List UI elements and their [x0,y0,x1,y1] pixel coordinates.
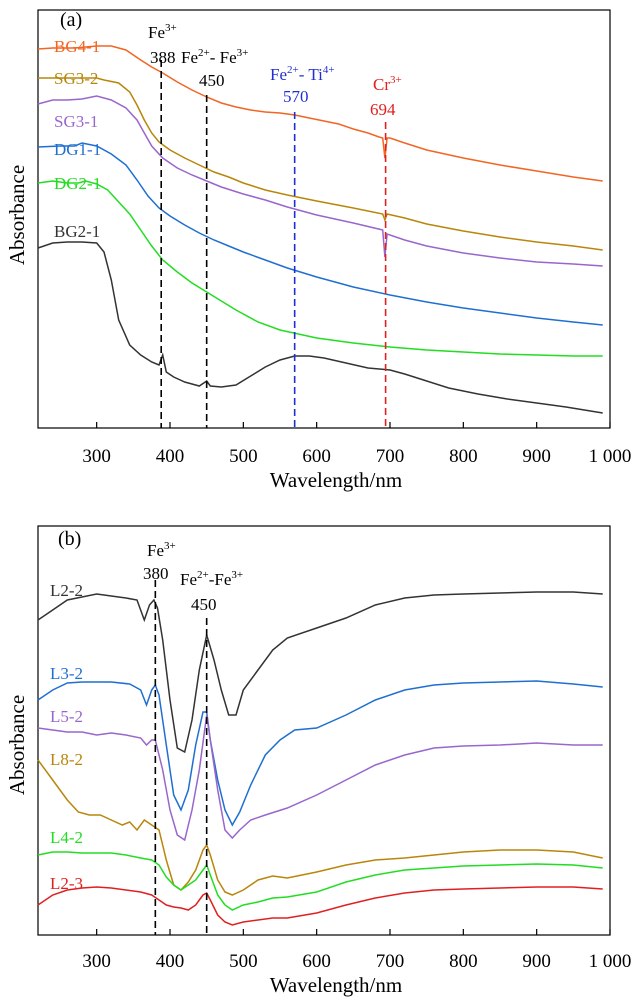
marker-ion-570: Fe2+- Ti4+ [270,64,335,84]
series-label-bg4-1: BG4-1 [54,37,100,56]
marker-number-380: 380 [143,564,169,583]
panel-a-plot-frame [37,9,611,429]
panel-b-ticklabel-300: 300 [82,951,111,972]
panel-a-xlabel: Wavelength/nm [270,468,402,492]
panel-b-ticklabel-1000: 1 000 [589,951,632,972]
panel-a: (a) Absorbance Wavelength/nm 300 400 500… [5,9,631,492]
panel-a-series-labels: BG4-1 SG3-2 SG3-1 DG1-1 DG2-1 BG2-1 [54,37,101,241]
curve-l2-3 [37,886,603,926]
marker-number-388: 388 [150,48,176,67]
panel-b-ticklabel-800: 800 [449,951,478,972]
series-label-l8-2: L8-2 [50,750,83,769]
panel-b-markers: Fe3+ 380 Fe2+-Fe3+ 450 [143,540,243,935]
series-label-l5-2: L5-2 [50,707,83,726]
curve-sg3-2 [38,77,603,251]
marker-ion-388: Fe3+ [148,22,177,42]
panel-b-ylabel: Absorbance [5,695,29,795]
series-label-dg1-1: DG1-1 [54,140,101,159]
series-label-sg3-2: SG3-2 [54,69,98,88]
panel-b-plot-frame [37,525,611,936]
panel-a-ticklabel-1000: 1 000 [589,446,632,467]
curve-l3-2 [37,680,603,827]
panel-b-ticklabel-400: 400 [156,951,185,972]
panel-b-curves [37,591,603,926]
series-label-bg2-1: BG2-1 [54,222,100,241]
panel-a-ylabel: Absorbance [5,165,29,265]
marker-number-450b: 450 [191,595,217,614]
marker-ion-694: Cr3+ [373,74,402,94]
panel-a-ticklabel-400: 400 [156,446,185,467]
series-label-dg2-1: DG2-1 [54,174,101,193]
panel-a-xaxis: 300 400 500 600 700 800 900 1 000 [82,422,631,467]
marker-number-450: 450 [199,71,225,90]
curve-l5-2 [37,714,603,842]
panel-b-ticklabel-700: 700 [376,951,405,972]
curve-dg2-1 [37,180,603,357]
curve-sg3-1 [37,95,603,267]
curve-l8-2 [37,759,603,896]
panel-b-ticklabel-600: 600 [302,951,331,972]
curve-l2-2 [37,591,603,754]
marker-number-694: 694 [370,100,396,119]
panel-b-ticklabel-500: 500 [229,951,258,972]
panel-a-label: (a) [60,9,82,31]
panel-a-curves [37,45,603,414]
curve-bg2-1 [37,241,603,414]
curve-l4-2 [37,851,603,911]
curve-dg1-1 [37,142,603,326]
panel-b-series-labels: L2-2 L3-2 L5-2 L8-2 L4-2 L2-3 [50,581,83,893]
series-label-sg3-1: SG3-1 [54,112,98,131]
panel-a-markers: Fe3+ 388 Fe2+- Fe3+ 450 Fe2+- Ti4+ 570 C… [148,22,402,428]
panel-b: (b) Absorbance Wavelength/nm 300 400 500… [5,525,631,997]
series-label-l3-2: L3-2 [50,664,83,683]
panel-a-ticklabel-700: 700 [376,446,405,467]
panel-b-ticklabel-900: 900 [522,951,551,972]
series-label-l2-3: L2-3 [50,874,83,893]
series-label-l2-2: L2-2 [50,581,83,600]
panel-a-ticklabel-900: 900 [522,446,551,467]
marker-number-570: 570 [283,87,309,106]
panel-b-label: (b) [58,528,81,550]
marker-ion-380: Fe3+ [147,540,176,560]
marker-ion-450b: Fe2+-Fe3+ [180,569,243,589]
panel-b-xlabel: Wavelength/nm [270,973,402,997]
panel-a-ticklabel-600: 600 [302,446,331,467]
panel-a-ticklabel-500: 500 [229,446,258,467]
panel-a-ticklabel-800: 800 [449,446,478,467]
panel-a-ticklabel-300: 300 [82,446,111,467]
panel-b-xaxis: 300 400 500 600 700 800 900 1 000 [82,929,631,972]
marker-ion-450: Fe2+- Fe3+ [181,47,248,67]
series-label-l4-2: L4-2 [50,828,83,847]
